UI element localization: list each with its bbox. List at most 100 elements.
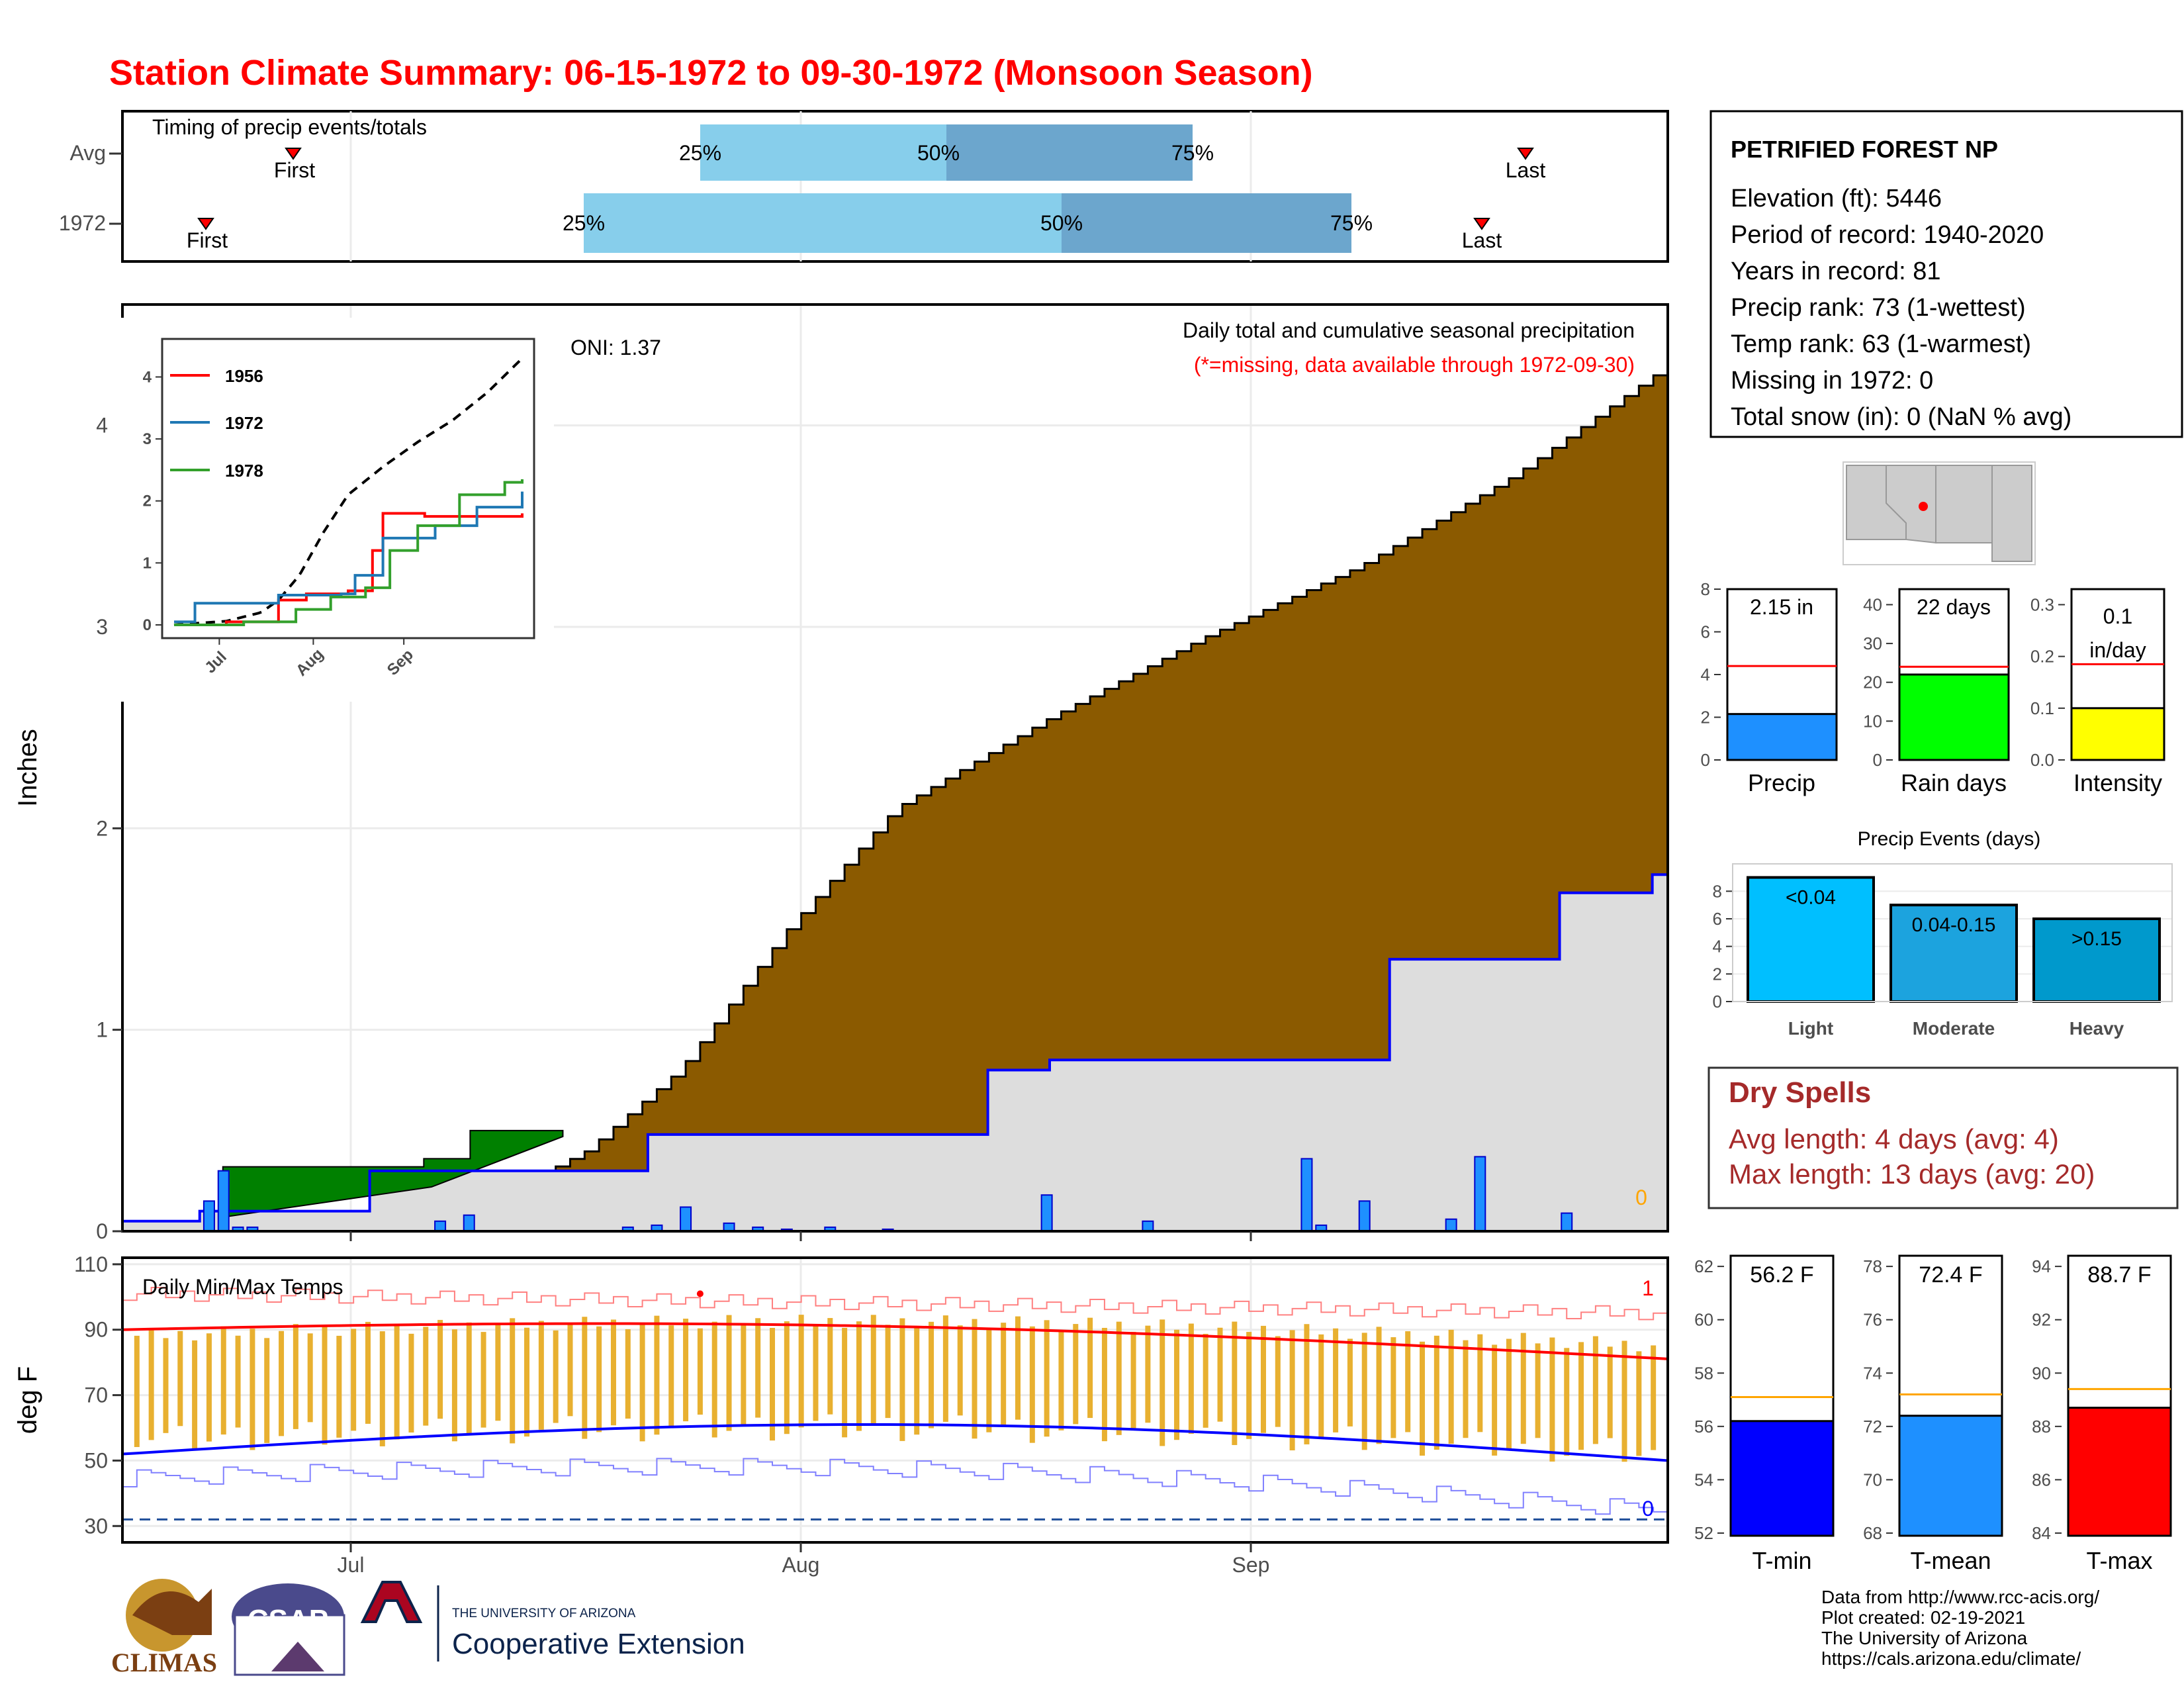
daily-temp-bar xyxy=(798,1315,804,1428)
station-line-snow: Total snow (in): 0 (NaN % avg) xyxy=(1731,403,2071,431)
events-ytick-label: 4 xyxy=(1713,937,1722,957)
timing-avg-p75: 75% xyxy=(1171,141,1214,165)
daily-temp-bar xyxy=(683,1319,689,1422)
tmax-bar-value-text: 88.7 F xyxy=(2087,1262,2151,1288)
figure-title: Station Climate Summary: 06-15-1972 to 0… xyxy=(109,53,1313,93)
timing-avg-iqr-high xyxy=(946,124,1193,181)
raindays-value-text: 22 days xyxy=(1917,595,1991,619)
station-line-missing: Missing in 1972: 0 xyxy=(1731,367,1933,395)
footer-line-created: Plot created: 02-19-2021 xyxy=(1821,1607,2025,1628)
daily-temp-bar xyxy=(1592,1336,1598,1444)
daily-temp-bar xyxy=(437,1319,443,1419)
tmax-bar-ytick-label: 92 xyxy=(2032,1310,2051,1330)
main-precip-plot: 0 1 2 3 4 Inches ONI: 1.37 Daily total and c… xyxy=(13,303,1669,1243)
daily-precip-bar xyxy=(463,1214,475,1233)
tmax-bar-label: T-max xyxy=(2086,1547,2152,1574)
timing-year-first-marker xyxy=(197,218,214,230)
events-bar-label: Heavy xyxy=(2070,1018,2124,1039)
daily-temp-bar xyxy=(784,1321,790,1434)
raindays-bar-ytick-label: 10 xyxy=(1863,711,1882,731)
daily-temp-bar xyxy=(813,1324,819,1421)
daily-precip-bar xyxy=(217,1170,230,1233)
intensity-bar-ytick-label: 0.3 xyxy=(2030,594,2054,614)
daily-temp-bar xyxy=(1333,1328,1339,1432)
main-ylabel: Inches xyxy=(13,729,42,807)
daily-temp-bar xyxy=(1477,1334,1483,1432)
daily-temp-bar xyxy=(1015,1316,1021,1420)
main-areas xyxy=(122,365,1669,1233)
tmean-bar-ytick-label: 68 xyxy=(1863,1523,1882,1543)
temp-ytick-label: 50 xyxy=(84,1448,108,1472)
climas-logo-text: CLIMAS xyxy=(111,1648,217,1677)
inset-ytick-label: 2 xyxy=(143,492,152,510)
station-line-period: Period of record: 1940-2020 xyxy=(1731,221,2044,249)
timing-year-p25: 25% xyxy=(563,211,605,235)
intensity-bar-label: Intensity xyxy=(2073,769,2162,796)
events-title: Precip Events (days) xyxy=(1858,828,2041,850)
events-chart: 0 2 4 6 8 <0.04 Light 0.04-0.15 Moderate >0.15 Hea… xyxy=(1713,863,2173,1039)
daily-temp-bar xyxy=(279,1331,285,1436)
daily-temp-bar xyxy=(1174,1329,1180,1440)
daily-precip-bar xyxy=(434,1220,447,1232)
main-ytick-label: 3 xyxy=(96,615,108,639)
timing-row-label-avg: Avg xyxy=(69,141,106,165)
daily-temp-bar xyxy=(741,1325,747,1425)
temp-ytick-label: 30 xyxy=(84,1514,108,1538)
station-location-dot xyxy=(1919,502,1928,511)
record-low-line xyxy=(122,1458,1668,1517)
daily-temp-bar xyxy=(711,1321,717,1438)
tmean-bar-ytick-label: 70 xyxy=(1863,1470,1882,1489)
daily-temp-bar xyxy=(582,1317,588,1439)
events-bar xyxy=(1747,876,1875,1003)
daily-temp-bar xyxy=(596,1326,602,1432)
timing-year-iqr-low xyxy=(584,193,1062,253)
tmax-bar-ytick-label: 94 xyxy=(2032,1256,2051,1276)
dry-spells-avg: Avg length: 4 days (avg: 4) xyxy=(1729,1123,2059,1154)
events-bar-label: Moderate xyxy=(1913,1018,1995,1039)
surplus-area xyxy=(222,1129,564,1218)
daily-precip-bar xyxy=(203,1200,215,1232)
daily-temp-bar xyxy=(1087,1317,1093,1419)
raindays-bar-ytick-label: 0 xyxy=(1873,750,1882,770)
precip-events-panel: Precip Events (days) 0 2 4 6 8 <0.04 Light 0.04… xyxy=(1713,828,2173,1039)
daily-temp-bar xyxy=(379,1331,385,1446)
daily-temp-bar xyxy=(220,1326,226,1435)
timing-year-p50: 50% xyxy=(1040,211,1083,235)
temp-record-high-count: 1 xyxy=(1642,1276,1654,1300)
precip-bar-ytick-label: 8 xyxy=(1701,579,1710,599)
events-ytick-label: 6 xyxy=(1713,909,1722,929)
tmax-bar-ytick-label: 86 xyxy=(2032,1470,2051,1489)
ua-logo-small-text: THE UNIVERSITY OF ARIZONA xyxy=(452,1607,636,1620)
daily-temp-bar xyxy=(1058,1330,1064,1430)
station-name: PETRIFIED FOREST NP xyxy=(1731,136,1998,163)
events-bar-label: Light xyxy=(1788,1018,1833,1039)
tmean-bar-ytick-label: 78 xyxy=(1863,1256,1882,1276)
daily-temp-bar xyxy=(842,1327,848,1438)
ua-logo: THE UNIVERSITY OF ARIZONA Cooperative Ex… xyxy=(360,1581,745,1662)
daily-temp-bar xyxy=(625,1329,631,1419)
inset-ytick-label: 3 xyxy=(143,430,152,448)
daily-temp-bar xyxy=(1130,1331,1136,1429)
daily-temp-bar xyxy=(899,1318,905,1441)
avg-min-temp-line xyxy=(122,1423,1668,1462)
precip-bar-ytick-label: 2 xyxy=(1701,708,1710,727)
daily-temp-bar xyxy=(1361,1333,1367,1450)
daily-temp-bar xyxy=(235,1335,241,1428)
daily-temp-bar xyxy=(1564,1348,1570,1456)
raindays-bar-ytick-label: 30 xyxy=(1863,633,1882,653)
climas-logo: CLIMAS xyxy=(111,1579,217,1677)
daily-temp-bar xyxy=(972,1319,978,1439)
year-cumulative-area xyxy=(122,798,1668,1231)
dry-spells-title: Dry Spells xyxy=(1729,1076,1871,1109)
summary-mini-bars: 0 2 4 6 8 0 10 20 30 40 0.0 0.1 0.2 0.3 2.15 in 22 days… xyxy=(1701,579,2165,796)
temp-record-low-count: 0 xyxy=(1642,1497,1654,1521)
daily-temp-bar xyxy=(1217,1327,1223,1422)
intensity-bar xyxy=(2070,707,2165,761)
locator-map xyxy=(1843,461,2036,565)
timing-avg-first-marker xyxy=(285,148,302,160)
events-bar xyxy=(2032,917,2161,1003)
daily-temp-bar xyxy=(697,1328,703,1415)
timing-avg-iqr-low xyxy=(700,124,946,181)
daily-temp-bar xyxy=(1390,1337,1396,1438)
